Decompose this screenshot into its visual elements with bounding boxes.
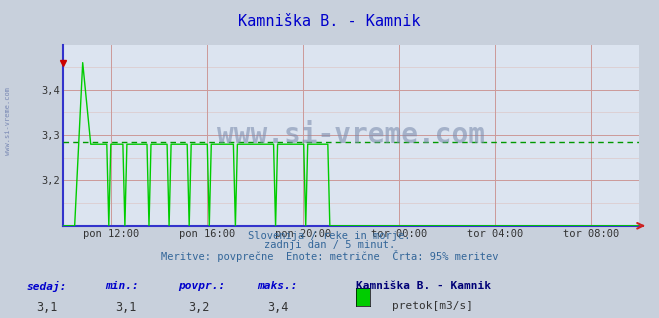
Text: Kamniška B. - Kamnik: Kamniška B. - Kamnik bbox=[239, 14, 420, 29]
Text: zadnji dan / 5 minut.: zadnji dan / 5 minut. bbox=[264, 240, 395, 250]
Text: 3,1: 3,1 bbox=[36, 301, 57, 314]
Text: 3,2: 3,2 bbox=[188, 301, 209, 314]
Text: povpr.:: povpr.: bbox=[178, 281, 225, 291]
Text: Slovenija / reke in morje.: Slovenija / reke in morje. bbox=[248, 231, 411, 240]
Text: 3,4: 3,4 bbox=[267, 301, 288, 314]
Text: pretok[m3/s]: pretok[m3/s] bbox=[392, 301, 473, 310]
Text: Kamniška B. - Kamnik: Kamniška B. - Kamnik bbox=[356, 281, 491, 291]
Text: 3,1: 3,1 bbox=[115, 301, 136, 314]
Text: min.:: min.: bbox=[105, 281, 139, 291]
Text: Meritve: povprečne  Enote: metrične  Črta: 95% meritev: Meritve: povprečne Enote: metrične Črta:… bbox=[161, 250, 498, 262]
Text: www.si-vreme.com: www.si-vreme.com bbox=[5, 87, 11, 155]
Text: sedaj:: sedaj: bbox=[26, 281, 67, 293]
Text: www.si-vreme.com: www.si-vreme.com bbox=[217, 121, 485, 149]
Text: maks.:: maks.: bbox=[257, 281, 297, 291]
